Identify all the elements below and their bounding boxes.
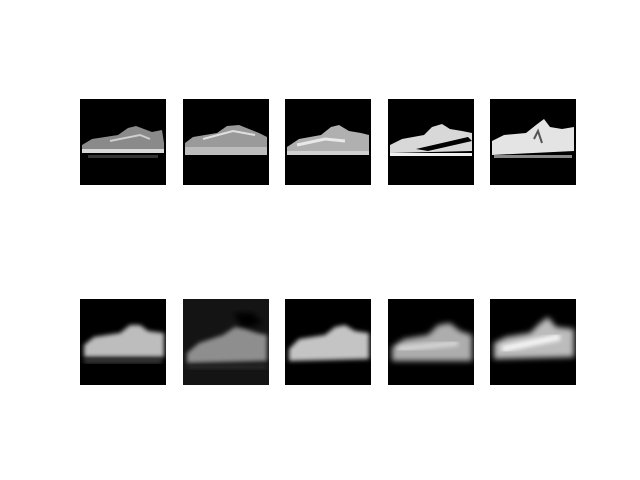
original-image <box>183 99 269 185</box>
reconstructed-image <box>80 299 166 385</box>
original-image <box>490 99 576 185</box>
original-image <box>388 99 474 185</box>
reconstructed-image <box>183 299 269 385</box>
reconstructed-image <box>388 299 474 385</box>
reconstructed-image <box>285 299 371 385</box>
reconstructed-image <box>490 299 576 385</box>
original-image <box>80 99 166 185</box>
original-image <box>285 99 371 185</box>
